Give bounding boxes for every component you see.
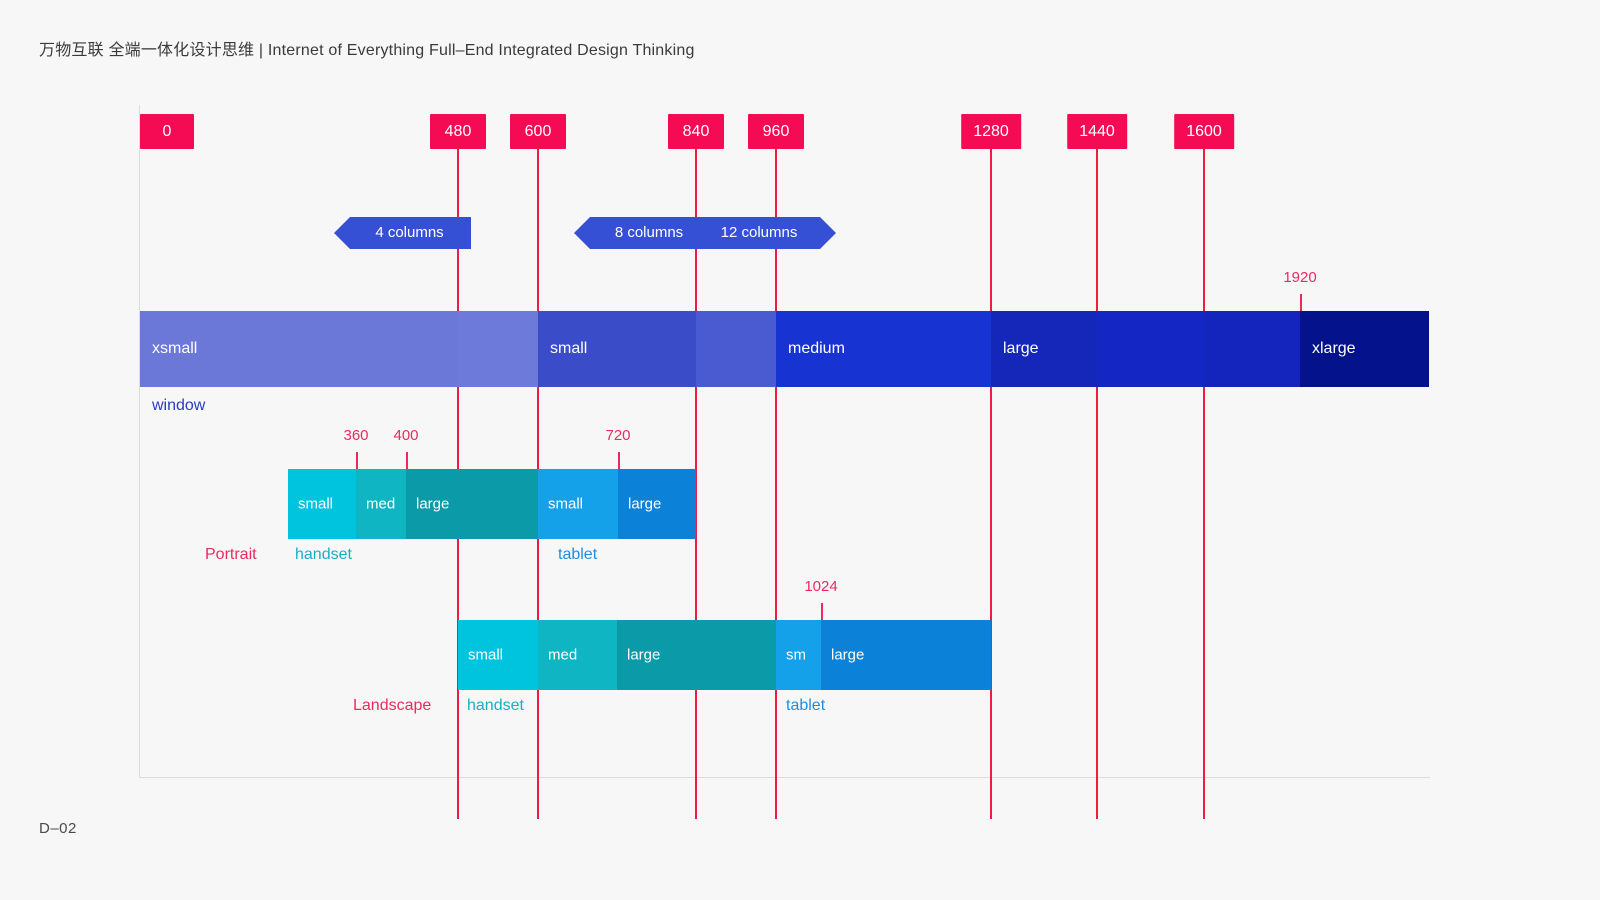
column-chip-12-columns[interactable]: 12 columns [696,217,836,249]
device-tick-1024 [821,603,823,620]
window-segment-large: large [991,311,1097,387]
device-tick-label-400: 400 [393,427,419,444]
device-segment-portrait-handset-large: large [406,469,458,539]
window-segment-xsmall: xsmall [140,311,458,387]
device-segment-label: small [468,646,504,664]
device-tick-720 [618,452,620,469]
window-segment-1 [458,311,538,387]
device-segment-label: large [627,646,661,664]
device-tick-label-720: 720 [605,427,631,444]
device-segment-portrait-handset-med: med [356,469,406,539]
window-bar: xsmall small medium large xlarge [140,311,1430,387]
device-segment-label: small [548,495,584,513]
device-group-caption-portrait-tablet: tablet [558,546,598,563]
breakpoint-line-960 [775,148,777,819]
window-segment-label: large [1003,340,1039,357]
window-segment-label: xlarge [1312,340,1356,357]
window-segment-7 [1204,311,1300,387]
page-title: 万物互联 全端一体化设计思维 | Internet of Everything … [39,42,695,59]
window-marker-label-1920: 1920 [1283,269,1317,286]
breakpoint-badge-0[interactable]: 0 [140,114,194,149]
device-segment-portrait-handset-spacer3 [458,469,538,539]
device-segment-portrait-tablet-large: large [618,469,696,539]
breakpoint-line-1440 [1096,148,1098,819]
device-segment-portrait-tablet-small: small [538,469,618,539]
breakpoint-badge-960[interactable]: 960 [748,114,804,149]
window-marker-tick-1920 [1300,294,1302,311]
breakpoint-diagram-canvas: 0 480 600 840 960 1280 1440 1600 4 columns 8 colu… [139,105,1430,819]
device-segment-portrait-handset-small: small [288,469,356,539]
window-segment-small: small [538,311,696,387]
breakpoint-badge-480[interactable]: 480 [430,114,486,149]
device-segment-label: large [831,646,865,664]
window-segment-medium: medium [776,311,991,387]
breakpoint-badge-840[interactable]: 840 [668,114,724,149]
device-segment-landscape-tablet-large: large [821,620,991,690]
device-group-caption-landscape-tablet: tablet [786,697,826,714]
device-tick-label-1024: 1024 [804,578,838,595]
window-segment-6 [1097,311,1204,387]
breakpoint-badge-600[interactable]: 600 [510,114,566,149]
device-segment-label: med [366,495,396,513]
breakpoint-badge-1440[interactable]: 1440 [1067,114,1127,149]
device-segment-landscape-handset-small: small [458,620,538,690]
device-tick-400 [406,452,408,469]
column-chip-8-columns[interactable]: 8 columns [574,217,710,249]
device-group-caption-landscape-handset: handset [467,697,524,714]
page-code-label: D–02 [39,820,77,837]
breakpoint-badge-1600[interactable]: 1600 [1174,114,1234,149]
breakpoint-line-840 [695,148,697,819]
device-segment-label: large [628,495,662,513]
device-tick-360 [356,452,358,469]
device-segment-label: sm [786,646,806,664]
device-segment-landscape-handset-large: large [617,620,696,690]
window-segment-label: xsmall [152,340,198,357]
device-segment-landscape-tablet-sm: sm [776,620,821,690]
breakpoint-line-1600 [1203,148,1205,819]
orientation-label-landscape: Landscape [353,697,432,714]
window-segment-xlarge: xlarge [1300,311,1429,387]
orientation-label-portrait: Portrait [205,546,257,563]
column-chip-4-columns[interactable]: 4 columns [334,217,471,249]
window-segment-3 [696,311,776,387]
breakpoint-line-1280 [990,148,992,819]
window-segment-label: medium [788,340,845,357]
device-segment-landscape-handset-med: med [538,620,617,690]
device-segment-label: small [298,495,334,513]
window-caption: window [152,397,206,414]
breakpoint-badge-1280[interactable]: 1280 [961,114,1021,149]
device-group-caption-portrait-handset: handset [295,546,352,563]
device-segment-label: med [548,646,578,664]
window-segment-label: small [550,340,588,357]
device-tick-label-360: 360 [343,427,369,444]
device-segment-landscape-handset-spacer3 [696,620,776,690]
device-segment-label: large [416,495,450,513]
